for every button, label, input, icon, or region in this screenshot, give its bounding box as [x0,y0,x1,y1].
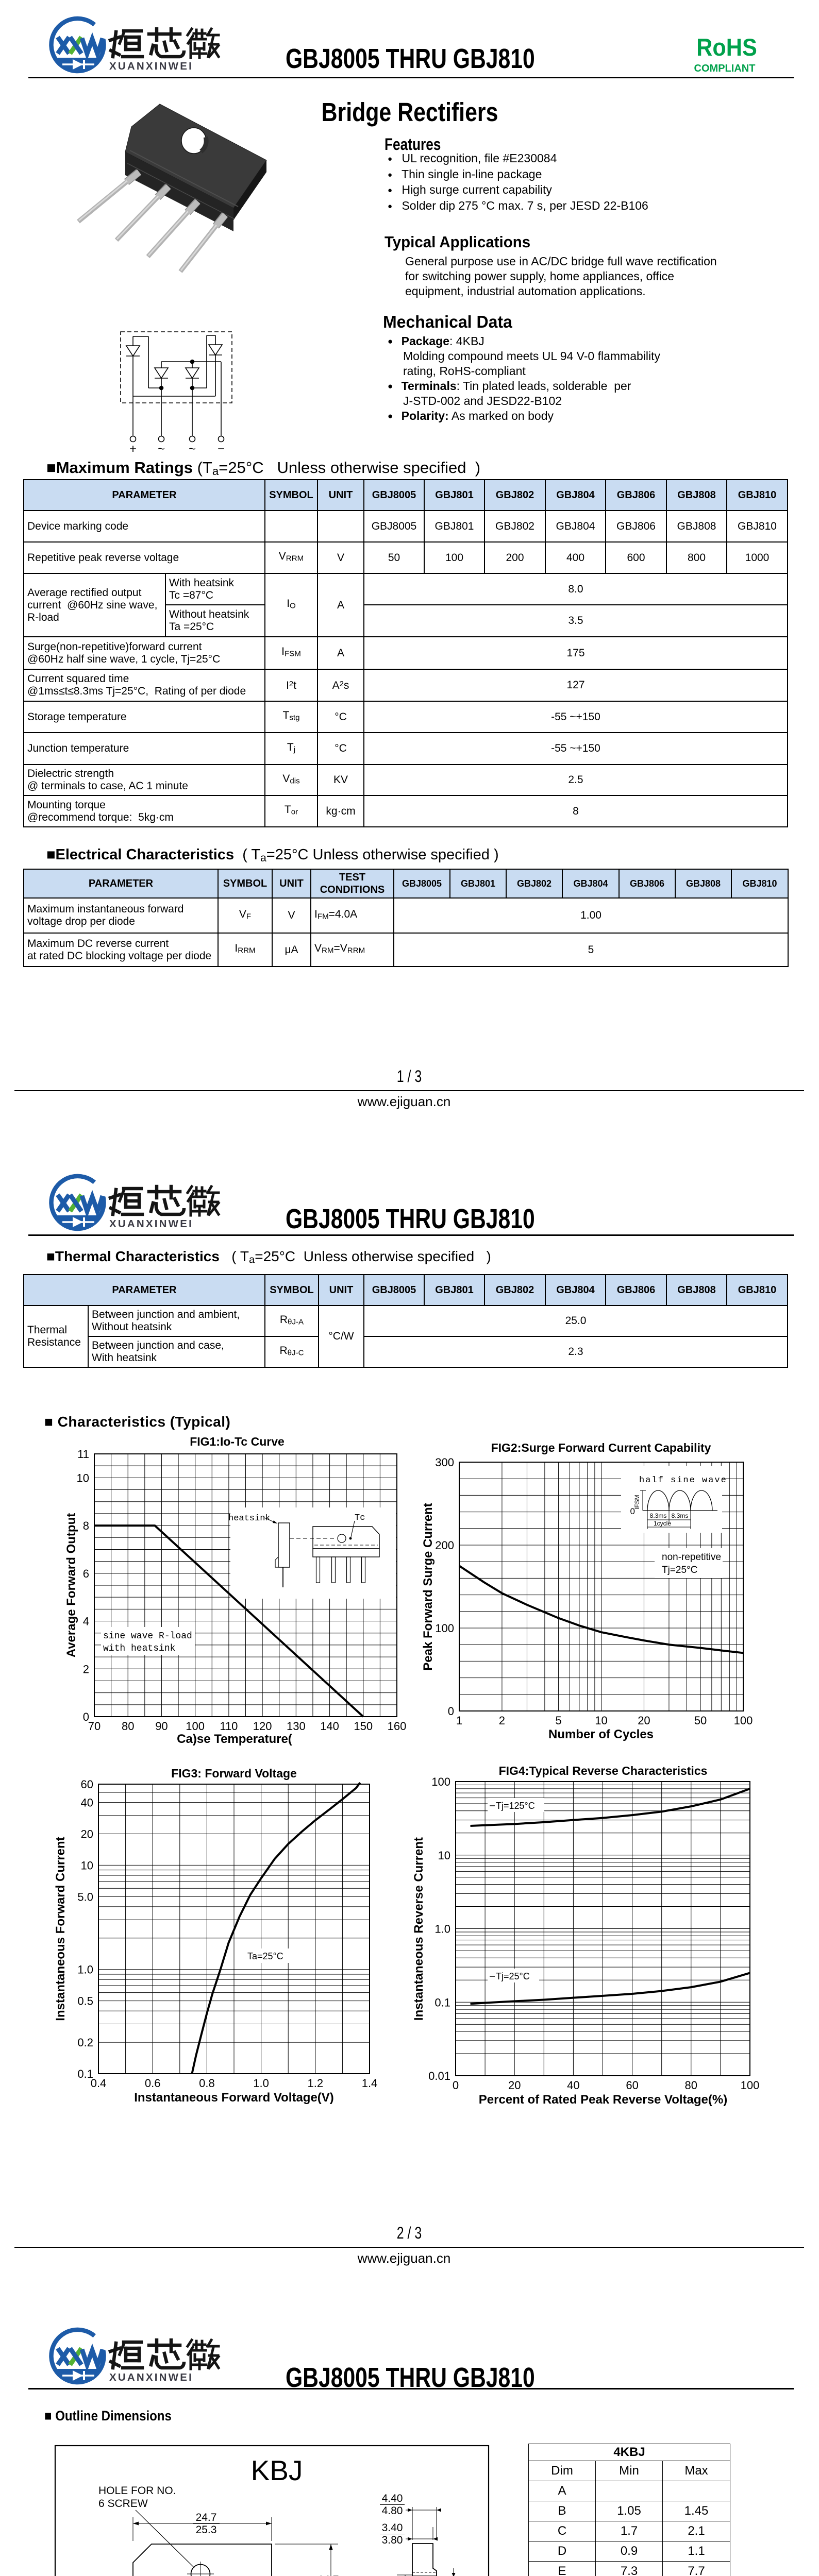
svg-text:80: 80 [122,1720,134,1733]
svg-text:1.0: 1.0 [77,1963,93,1976]
svg-text:1.0: 1.0 [434,1923,450,1936]
svg-text:Tj=25°C: Tj=25°C [496,1971,530,1981]
svg-text:110: 110 [220,1720,238,1733]
svg-text:1: 1 [456,1714,462,1727]
svg-text:40: 40 [567,2079,579,2092]
svg-text:Ta=25°C: Ta=25°C [247,1951,283,1961]
svg-text:40: 40 [81,1797,93,1809]
svg-text:60: 60 [626,2079,638,2092]
svg-text:Tc: Tc [355,1513,365,1523]
svg-text:2: 2 [499,1714,505,1727]
svg-text:70: 70 [88,1720,101,1733]
svg-text:1.4: 1.4 [362,2077,378,2090]
svg-text:10: 10 [81,1859,93,1872]
svg-text:Instantaneous Forward Current: Instantaneous Forward Current [54,1837,68,2021]
svg-text:100: 100 [741,2079,760,2092]
svg-text:Tj=125°C: Tj=125°C [496,1801,535,1811]
svg-text:20: 20 [508,2079,521,2092]
svg-text:Tj=25°C: Tj=25°C [662,1565,697,1575]
svg-text:80: 80 [685,2079,697,2092]
svg-text:90: 90 [155,1720,168,1733]
svg-text:2: 2 [83,1663,89,1675]
svg-text:KBJ: KBJ [251,2454,303,2486]
svg-text:8.3ms: 8.3ms [650,1512,667,1519]
svg-text:130: 130 [287,1720,306,1733]
svg-text:IFSM: IFSM [633,1495,641,1510]
svg-text:6 SCREW: 6 SCREW [98,2498,148,2510]
svg-text:with heatsink: with heatsink [103,1643,175,1654]
svg-text:0.01: 0.01 [428,2070,450,2082]
svg-text:0: 0 [630,1506,635,1516]
svg-text:1cycle: 1cycle [654,1520,671,1527]
svg-text:200: 200 [435,1539,454,1552]
svg-text:10: 10 [77,1471,89,1484]
svg-text:10: 10 [595,1714,607,1727]
svg-text:10: 10 [438,1849,450,1862]
svg-text:0: 0 [448,1705,454,1718]
svg-text:Peak Forward Surge Current: Peak Forward Surge Current [421,1503,435,1670]
svg-text:−: − [218,442,225,456]
svg-text:FIG4:Typical Reverse Character: FIG4:Typical Reverse Characteristics [499,1764,708,1777]
svg-text:Ca)se Temperature(: Ca)se Temperature( [177,1732,292,1746]
svg-text:6: 6 [83,1567,89,1580]
svg-text:50: 50 [694,1714,707,1727]
svg-text:100: 100 [431,1775,450,1788]
svg-text:11: 11 [77,1448,89,1461]
svg-text:150: 150 [354,1720,373,1733]
svg-text:300: 300 [435,1456,454,1469]
svg-text:0.8: 0.8 [199,2077,215,2090]
svg-text:FIG2:Surge Forward Current Cap: FIG2:Surge Forward Current Capability [491,1441,711,1454]
svg-text:HOLE FOR NO.: HOLE FOR NO. [98,2485,176,2497]
svg-text:100: 100 [734,1714,753,1727]
svg-text:heatsink: heatsink [228,1514,271,1523]
svg-text:~: ~ [158,442,165,456]
svg-text:FIG3: Forward Voltage: FIG3: Forward Voltage [171,1767,297,1780]
svg-text:non-repetitive: non-repetitive [662,1552,721,1563]
svg-text:1.0: 1.0 [253,2077,269,2090]
svg-text:60: 60 [81,1778,93,1791]
svg-text:Instantaneous Reverse Current: Instantaneous Reverse Current [412,1837,426,2021]
svg-text:8: 8 [83,1519,89,1532]
svg-text:160: 160 [388,1720,407,1733]
svg-text:140: 140 [320,1720,339,1733]
svg-text:Instantaneous Forward Voltage(: Instantaneous Forward Voltage(V) [134,2091,334,2105]
svg-text:20: 20 [638,1714,650,1727]
svg-text:0.6: 0.6 [145,2077,161,2090]
svg-text:FIG1:Io-Tc Curve: FIG1:Io-Tc Curve [190,1435,285,1448]
svg-text:5: 5 [555,1714,561,1727]
svg-text:4: 4 [83,1615,89,1628]
svg-text:0: 0 [83,1710,89,1723]
svg-text:Number of Cycles: Number of Cycles [548,1727,654,1741]
svg-text:~: ~ [189,442,196,456]
svg-text:8.3ms: 8.3ms [672,1512,689,1519]
svg-text:sine wave R-load: sine wave R-load [103,1631,192,1641]
svg-text:100: 100 [186,1720,205,1733]
svg-text:120: 120 [253,1720,272,1733]
svg-text:0.5: 0.5 [77,1995,93,2008]
svg-text:100: 100 [435,1622,454,1635]
svg-text:+: + [129,442,137,456]
svg-text:0.1: 0.1 [434,1996,450,2009]
svg-text:0.2: 0.2 [77,2036,93,2049]
svg-text:0.4: 0.4 [91,2077,107,2090]
svg-text:1.2: 1.2 [308,2077,324,2090]
svg-text:0: 0 [453,2079,459,2092]
svg-text:Percent of Rated Peak Reverse: Percent of Rated Peak Reverse Voltage(%) [479,2093,727,2107]
svg-text:Average Forward Output: Average Forward Output [64,1513,78,1657]
svg-text:5.0: 5.0 [77,1890,93,1903]
svg-text:half sine wave: half sine wave [639,1476,727,1485]
svg-text:20: 20 [81,1828,93,1841]
svg-text:0.1: 0.1 [77,2067,93,2080]
